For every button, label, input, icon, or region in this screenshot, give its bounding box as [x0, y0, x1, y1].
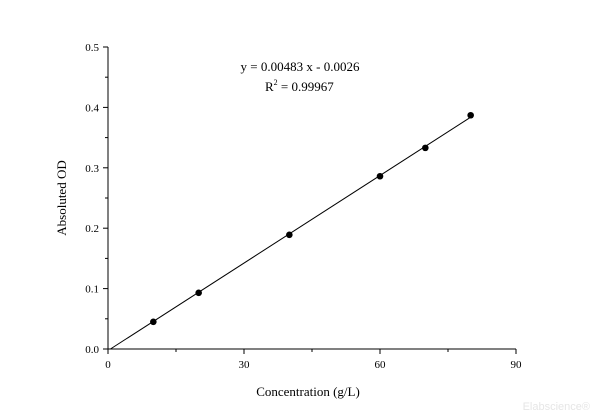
x-tick-label: 0: [105, 359, 111, 371]
data-point: [150, 318, 157, 326]
fit-equation: y = 0.00483 x - 0.0026: [241, 59, 360, 74]
watermark: Elabscience®: [523, 401, 590, 413]
x-tick-label: 90: [511, 359, 523, 371]
y-tick-label: 0.5: [85, 42, 99, 54]
x-tick-label: 30: [239, 359, 251, 371]
data-point: [467, 111, 474, 119]
x-ticks: 0 30 60 90: [105, 349, 522, 371]
x-tick-label: 60: [375, 359, 387, 371]
y-tick-label: 0.0: [85, 344, 99, 356]
x-axis-title: Concentration (g/L): [256, 384, 360, 399]
y-tick-label: 0.3: [85, 163, 99, 175]
y-tick-label: 0.4: [85, 102, 99, 114]
data-point: [195, 289, 202, 297]
r-squared-base: R: [265, 79, 274, 94]
y-tick-label: 0.1: [85, 284, 99, 296]
y-ticks: 0.0 0.1 0.2 0.3 0.4 0.5: [85, 42, 108, 356]
y-axis-title: Absoluted OD: [54, 160, 69, 235]
data-points: [150, 111, 474, 326]
r-squared-superscript: 2: [274, 78, 278, 87]
r-squared-value: = 0.99967: [278, 79, 335, 94]
data-point: [422, 144, 429, 152]
y-tick-label: 0.2: [85, 223, 99, 235]
data-point: [286, 231, 293, 239]
r-squared-label: R2 = 0.99967: [265, 78, 334, 94]
data-point: [376, 172, 384, 180]
